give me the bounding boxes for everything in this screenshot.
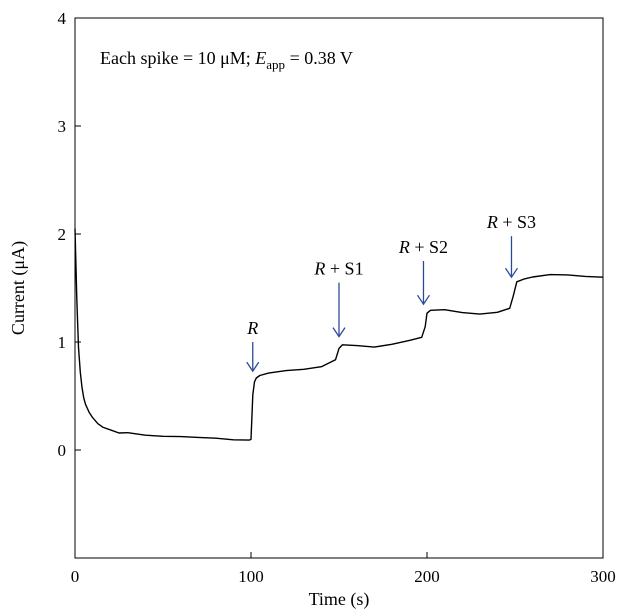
marker-label: R (246, 318, 258, 338)
y-axis-title: Current (μA) (8, 241, 29, 335)
marker-label: R + S2 (398, 237, 448, 257)
plot-border (74, 17, 604, 559)
marker-arrow-head (332, 327, 346, 338)
x-axis: 0 100 200 300 (71, 552, 616, 586)
marker-layer: RR + S1R + S2R + S3 (246, 212, 536, 373)
x-tick-label: 100 (238, 567, 264, 586)
marker-label-rest: + S3 (498, 212, 536, 232)
y-tick-label: 3 (58, 117, 67, 136)
marker-arrow-head (504, 267, 519, 279)
marker-label-r: R (246, 318, 258, 338)
annotation-tail: = 0.38 V (285, 48, 353, 68)
y-axis: 0 1 2 3 4 (58, 9, 81, 460)
series-layer (74, 228, 604, 441)
plot-area (74, 17, 604, 559)
series-line (74, 228, 604, 441)
marker-arrow-head (246, 361, 260, 373)
y-tick-label: 1 (58, 333, 67, 352)
annotation-lead: Each spike = 10 μM; (100, 48, 255, 68)
marker-label-rest: + S2 (410, 237, 448, 257)
annotation-sub: app (266, 57, 285, 72)
y-tick-label: 4 (58, 9, 67, 28)
marker-label-r: R (313, 259, 325, 279)
annotation-text: Each spike = 10 μM; Eapp = 0.38 V (100, 48, 353, 72)
x-tick-label: 300 (590, 567, 616, 586)
marker-label: R + S3 (486, 212, 536, 232)
y-tick-label: 2 (58, 225, 67, 244)
marker-label-r: R (486, 212, 498, 232)
y-tick-label: 0 (58, 441, 67, 460)
marker-label-rest: + S1 (325, 259, 363, 279)
x-tick-label: 0 (71, 567, 80, 586)
annotation-var: E (254, 48, 266, 68)
marker-label: R + S1 (313, 259, 363, 279)
marker-arrow-head (416, 294, 431, 306)
x-tick-label: 200 (414, 567, 440, 586)
x-axis-title: Time (s) (309, 589, 370, 609)
marker-label-r: R (398, 237, 410, 257)
